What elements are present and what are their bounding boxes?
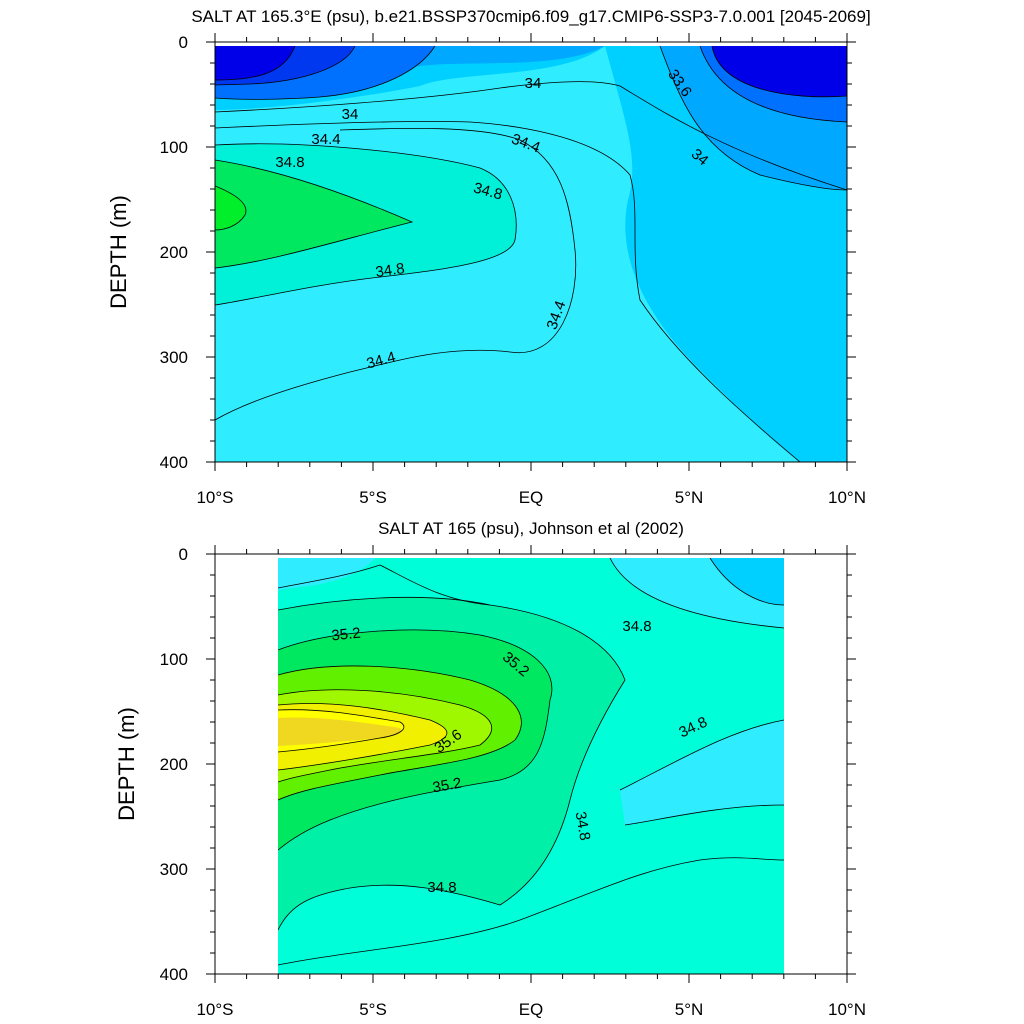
contour-label: 34.4	[365, 348, 398, 372]
contour-label: 34.8	[622, 618, 651, 635]
chart-title: SALT AT 165 (psu), Johnson et al (2002)	[378, 519, 684, 538]
contour-line	[215, 46, 296, 81]
contour-label: 34.8	[472, 179, 505, 203]
chart-observations: SALT AT 165 (psu), Johnson et al (2002)	[114, 519, 866, 1019]
contour-label: 35.2	[331, 625, 362, 645]
x-tick-label: 5°S	[359, 488, 387, 507]
contour-label: 34.8	[572, 810, 594, 842]
y-tick-label: 400	[160, 453, 188, 472]
contour-line	[278, 857, 784, 966]
y-tick-labels: 0 100 200 300 400	[160, 545, 188, 984]
contour-label: 34	[342, 106, 359, 123]
contour-line	[215, 185, 247, 231]
fill-west-32.8	[215, 46, 295, 80]
contour-line	[278, 665, 522, 801]
fill-core	[278, 717, 402, 746]
x-tick-label: EQ	[519, 488, 544, 507]
contour-line	[711, 46, 847, 98]
contour-label: 34.4	[311, 131, 340, 148]
x-tick-labels: 10°S 5°S EQ 5°N 10°N	[196, 1000, 866, 1019]
contour-line	[278, 703, 448, 771]
contour-line	[619, 719, 784, 791]
contour-label: 35.2	[431, 775, 463, 797]
x-tick-label: 5°N	[675, 1000, 704, 1019]
x-tick-label: 5°S	[359, 1000, 387, 1019]
contour-label: 34.8	[374, 260, 405, 281]
contour-line	[215, 127, 577, 421]
contour-line	[215, 46, 356, 86]
contour-labels: 34 33.6 34 34.4 34.4 34.8 34 34.8 34.8 3…	[275, 66, 711, 372]
contour-line	[624, 804, 784, 826]
fill-deep-34.4	[215, 350, 610, 462]
contour-line	[709, 558, 784, 606]
y-tick-label: 100	[160, 138, 188, 157]
axis-ticks	[206, 545, 856, 983]
contour-line	[699, 46, 847, 123]
y-tick-label: 400	[160, 965, 188, 984]
y-tick-label: 300	[160, 860, 188, 879]
y-tick-label: 0	[179, 545, 188, 564]
x-tick-label: 10°S	[196, 488, 233, 507]
y-tick-label: 200	[160, 755, 188, 774]
x-tick-label: 10°S	[196, 1000, 233, 1019]
fill-east-33.2	[712, 46, 847, 97]
contour-line	[278, 709, 405, 753]
contour-label: 34.8	[427, 879, 456, 896]
fill-35.2-band	[215, 160, 412, 268]
x-tick-label: 10°N	[828, 488, 866, 507]
y-tick-label: 200	[160, 243, 188, 262]
fill-core	[215, 186, 246, 230]
y-tick-label: 100	[160, 650, 188, 669]
contour-line	[659, 46, 847, 191]
contour-label: 34.8	[275, 154, 304, 171]
fill-34.6-mid	[620, 720, 784, 825]
contour-line	[215, 81, 847, 191]
x-tick-label: 10°N	[828, 1000, 866, 1019]
contour-line	[278, 629, 553, 851]
contour-lines	[215, 46, 847, 462]
chart-model: SALT AT 165.3°E (psu), b.e21.BSSP370cmip…	[106, 7, 871, 507]
contour-field	[278, 558, 784, 974]
y-tick-label: 300	[160, 348, 188, 367]
y-tick-label: 0	[179, 33, 188, 52]
contour-field	[215, 46, 847, 462]
contour-line	[215, 121, 801, 462]
x-tick-labels: 10°S 5°S EQ 5°N 10°N	[196, 488, 866, 507]
x-tick-label: 5°N	[675, 488, 704, 507]
fill-34.4-east	[710, 558, 784, 605]
contour-label: 34	[525, 75, 542, 92]
chart-title: SALT AT 165.3°E (psu), b.e21.BSSP370cmip…	[191, 7, 870, 26]
fill-34.6-west	[278, 558, 375, 590]
contour-line	[609, 558, 784, 629]
contour-line	[278, 689, 492, 783]
y-axis-label: DEPTH (m)	[106, 195, 131, 309]
contour-line	[215, 46, 436, 100]
contour-line	[278, 564, 491, 606]
y-tick-labels: 0 100 200 300 400	[160, 33, 188, 472]
contour-line	[215, 159, 414, 269]
contour-line	[215, 143, 517, 306]
x-tick-label: EQ	[519, 1000, 544, 1019]
axis-ticks	[206, 33, 856, 471]
y-axis-label: DEPTH (m)	[114, 707, 139, 821]
contour-lines	[278, 558, 784, 966]
contour-line	[278, 597, 626, 931]
